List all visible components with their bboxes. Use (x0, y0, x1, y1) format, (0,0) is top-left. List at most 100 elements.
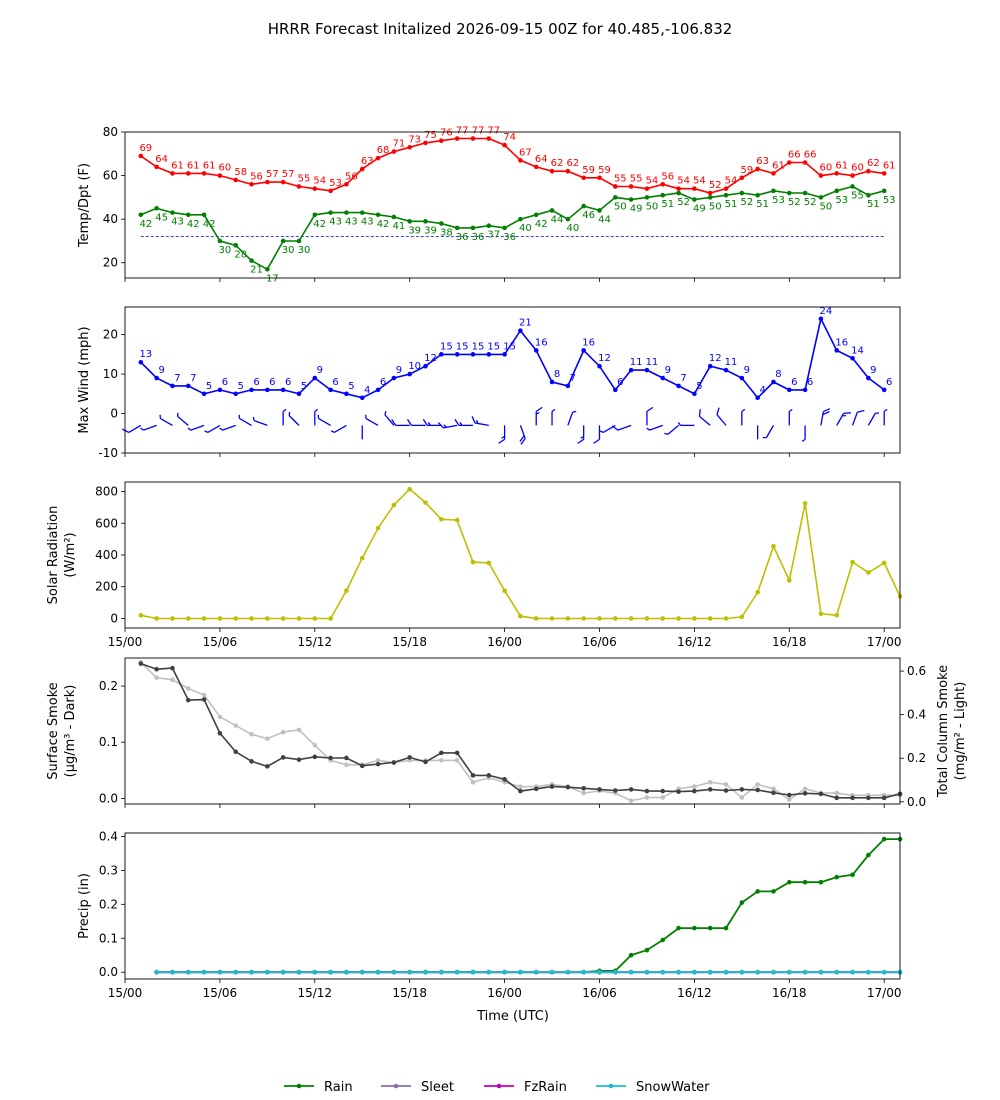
y-axis-label: (W/m²) (63, 532, 78, 577)
x-tick-label: 16/12 (677, 635, 712, 649)
x-tick-label: 16/06 (582, 986, 617, 1000)
point-solar (217, 616, 223, 621)
point-surface_smoke (549, 784, 555, 789)
series-line-rain (156, 838, 900, 974)
data-label-temp: 59 (598, 165, 611, 176)
wind-barb-flag (716, 407, 720, 415)
x-tick-label: 16/18 (772, 635, 807, 649)
point-column_smoke (312, 742, 318, 748)
point-surface_smoke (138, 661, 144, 666)
point-temp (470, 136, 476, 141)
point-dewpoint (486, 223, 492, 229)
point-solar (581, 616, 586, 621)
point-temp (217, 173, 223, 178)
data-label-dewpoint: 43 (345, 217, 358, 228)
point-temp (359, 166, 365, 172)
point-snowwater (644, 969, 650, 975)
series-line-column_smoke (140, 661, 900, 802)
wind-barb-half-flag (475, 419, 479, 424)
point-temp (533, 164, 539, 170)
panel-frame (124, 832, 901, 980)
data-label-wind: 5 (696, 381, 702, 392)
data-label-wind: 6 (791, 377, 797, 388)
x-tick-label: 16/18 (772, 986, 807, 1000)
data-label-temp: 56 (661, 171, 674, 182)
data-label-dewpoint: 40 (519, 223, 532, 234)
point-solar (296, 616, 302, 621)
wind-barb-staff (617, 424, 632, 431)
legend-item-sleet: Sleet (381, 1080, 454, 1095)
data-label-wind: 14 (851, 345, 864, 356)
point-surface_smoke (296, 757, 302, 762)
point-wind (834, 348, 840, 353)
data-label-temp: 52 (709, 180, 722, 191)
data-label-dewpoint: 42 (535, 219, 548, 230)
point-solar (280, 616, 286, 621)
point-wind (170, 383, 175, 389)
point-dewpoint (375, 212, 381, 218)
point-surface_smoke (707, 787, 713, 792)
point-surface_smoke (375, 761, 381, 767)
point-column_smoke (375, 758, 381, 763)
point-surface_smoke (217, 730, 223, 736)
point-temp (201, 171, 207, 176)
point-temp (597, 175, 602, 181)
point-dewpoint (217, 238, 223, 244)
x-tick-label: 16/06 (582, 635, 617, 649)
wind-barb (330, 424, 347, 433)
point-surface_smoke (344, 755, 349, 761)
wind-barb-staff (128, 424, 142, 433)
data-label-wind: 9 (317, 365, 323, 376)
point-solar (834, 613, 840, 618)
point-surface_smoke (359, 763, 365, 769)
y-tick-label: 0.0 (99, 965, 118, 979)
data-label-wind: 16 (835, 337, 848, 348)
point-temp (786, 160, 792, 165)
point-solar (818, 611, 824, 617)
point-column_smoke (644, 795, 650, 800)
wind-barb-staff (820, 411, 824, 426)
data-label-dewpoint: 42 (187, 219, 200, 230)
point-snowwater (549, 969, 555, 975)
wind-barb-half-flag (842, 414, 846, 417)
data-label-dewpoint: 53 (835, 195, 848, 206)
point-surface_smoke (265, 764, 270, 769)
point-surface_smoke (644, 788, 650, 794)
data-label-wind: 15 (440, 341, 453, 352)
point-snowwater (185, 969, 191, 975)
point-temp (676, 186, 681, 191)
point-surface_smoke (486, 773, 492, 778)
legend-label: SnowWater (636, 1080, 710, 1095)
point-surface_smoke (739, 787, 745, 792)
point-solar (676, 616, 681, 621)
wind-barb-flag (437, 422, 444, 429)
point-wind (850, 355, 855, 361)
point-rain (644, 947, 650, 953)
data-label-temp: 74 (503, 132, 516, 143)
point-snowwater (707, 969, 713, 975)
data-label-wind: 7 (570, 373, 576, 384)
wind-barb (159, 414, 173, 426)
data-label-dewpoint: 51 (867, 199, 880, 210)
wind-barb (498, 425, 506, 444)
point-surface_smoke (518, 788, 523, 794)
point-solar (265, 616, 270, 621)
data-label-temp: 56 (250, 171, 263, 182)
point-snowwater (692, 969, 697, 975)
wind-barb-staff (190, 424, 205, 431)
point-column_smoke (154, 675, 159, 680)
data-label-dewpoint: 30 (219, 245, 232, 256)
point-temp (486, 136, 492, 141)
wind-barb (646, 424, 663, 431)
point-temp (581, 175, 586, 181)
x-tick-label: 15/12 (297, 635, 332, 649)
point-snowwater (597, 969, 602, 975)
point-column_smoke (707, 779, 713, 785)
wind-barb-half-flag (788, 408, 793, 412)
data-label-wind: 5 (238, 381, 244, 392)
data-label-temp: 76 (440, 128, 453, 139)
wind-barb-half-flag (580, 435, 585, 439)
point-snowwater (850, 969, 855, 975)
point-temp (391, 149, 397, 154)
series-line-solar (140, 488, 901, 620)
